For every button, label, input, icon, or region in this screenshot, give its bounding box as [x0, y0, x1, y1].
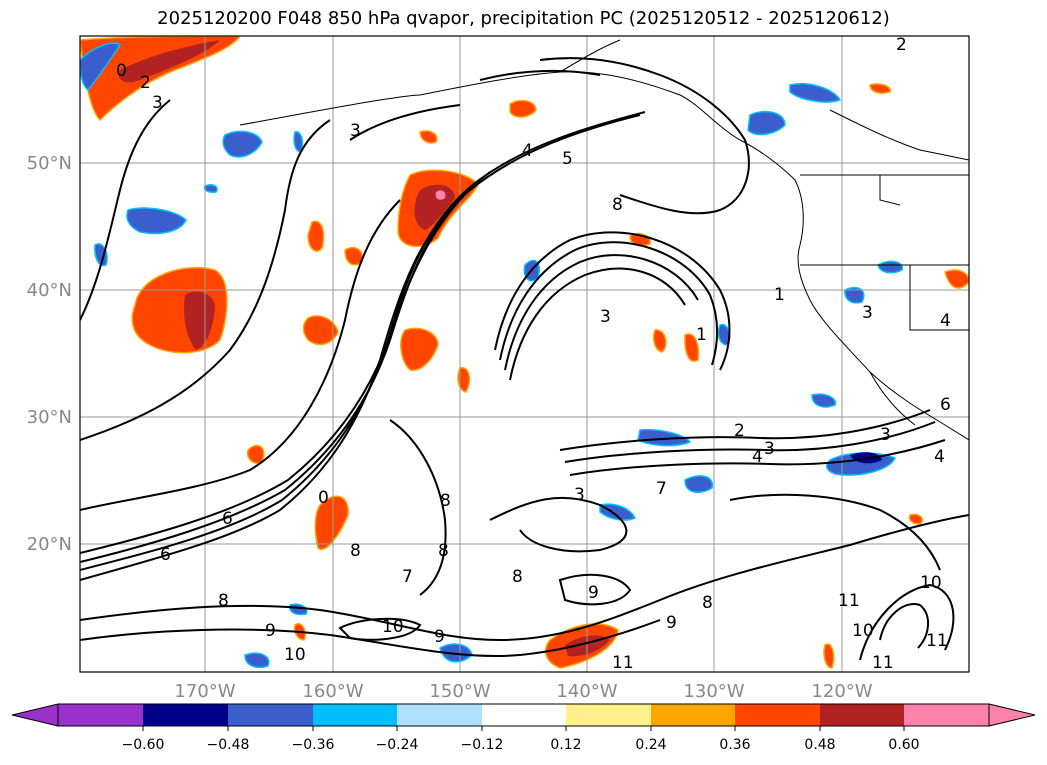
contour-label: 3 [880, 425, 891, 445]
contour-label: 11 [838, 591, 860, 611]
colorbar-segment [482, 704, 566, 726]
contour-label: 8 [218, 591, 229, 611]
lon-label-160w: 160°W [302, 681, 363, 702]
contour-label: 3 [152, 93, 163, 113]
contour-label: 3 [862, 303, 873, 323]
lon-label-140w: 140°W [556, 681, 617, 702]
contour-label: 2 [734, 421, 745, 441]
contour-label: 5 [562, 149, 573, 169]
contour-label: 11 [926, 631, 948, 651]
lon-label-170w: 170°W [174, 681, 235, 702]
colorbar-tick-label: 0.36 [719, 737, 750, 753]
colorbar-segment [735, 704, 820, 726]
colorbar-segment [228, 704, 313, 726]
contour-label: 3 [600, 307, 611, 327]
colorbar-segment [566, 704, 651, 726]
map-panel: 0 2 3 3 4 5 8 3 1 1 2 3 4 7 3 6 6 0 8 8 … [80, 35, 969, 673]
lon-label-120w: 120°W [811, 681, 872, 702]
lon-label-130w: 130°W [683, 681, 744, 702]
contour-label: 4 [752, 447, 763, 467]
colorbar-tick-label: −0.12 [461, 737, 504, 753]
colorbar-tick-label: 0.12 [550, 737, 581, 753]
colorbar-segment [397, 704, 482, 726]
colorbar-extend-high [988, 703, 1036, 727]
colorbar-extend-low [11, 703, 59, 727]
contour-label: 6 [222, 509, 233, 529]
contour-label: 8 [440, 491, 451, 511]
contour-label: 1 [696, 325, 707, 345]
colorbar-tick-label: −0.24 [376, 737, 419, 753]
contour-label: 4 [934, 447, 945, 467]
contour-label: 0 [116, 61, 127, 81]
graticule [80, 36, 969, 672]
contour-label: 10 [382, 617, 404, 637]
contour-label: 7 [656, 479, 667, 499]
map-frame [79, 35, 970, 673]
colorbar-tick-label: 0.60 [888, 737, 919, 753]
contour-label: 8 [612, 195, 623, 215]
colorbar-tick-label: −0.36 [292, 737, 335, 753]
contour-label: 11 [612, 653, 634, 673]
lat-label-20n: 20°N [27, 534, 72, 555]
contour-label: 8 [702, 593, 713, 613]
contour-label: 3 [574, 485, 585, 505]
contour-label: 3 [764, 439, 775, 459]
lat-label-40n: 40°N [27, 280, 72, 301]
qvapor-contours [80, 57, 969, 661]
contour-label: 2 [140, 73, 151, 93]
page-title: 2025120200 F048 850 hPa qvapor, precipit… [157, 8, 890, 29]
contour-label: 8 [438, 541, 449, 561]
colorbar-segment [58, 704, 143, 726]
contour-label: 4 [522, 141, 533, 161]
colorbar-tick-label: −0.60 [122, 737, 165, 753]
contour-label: 6 [160, 545, 171, 565]
contour-label: 9 [265, 621, 276, 641]
colorbar: −0.60 −0.48 −0.36 −0.24 −0.12 0.12 0.24 … [11, 703, 1036, 753]
colorbar-tick-label: 0.24 [635, 737, 666, 753]
contour-label: 1 [774, 285, 785, 305]
contour-label: 10 [852, 621, 874, 641]
contour-label: 8 [512, 567, 523, 587]
contour-label-group: 0 2 3 3 4 5 8 3 1 1 2 3 4 7 3 6 6 0 8 8 … [116, 35, 951, 673]
colorbar-segment [820, 704, 904, 726]
lat-label-50n: 50°N [27, 153, 72, 174]
colorbar-segment [651, 704, 735, 726]
colorbar-segment [313, 704, 397, 726]
contour-label: 3 [350, 121, 361, 141]
contour-label: 9 [588, 583, 599, 603]
contour-label: 6 [940, 395, 951, 415]
contour-label: 10 [284, 645, 306, 665]
colorbar-segment [143, 704, 228, 726]
lat-label-30n: 30°N [27, 407, 72, 428]
contour-label: 2 [896, 35, 907, 55]
contour-label: 9 [434, 627, 445, 647]
colorbar-frame [57, 703, 990, 727]
contour-label: 4 [940, 311, 951, 331]
contour-label: 0 [318, 488, 329, 508]
colorbar-tick-label: −0.48 [207, 737, 250, 753]
contour-label: 9 [666, 613, 677, 633]
contour-label: 8 [350, 541, 361, 561]
lon-label-150w: 150°W [429, 681, 490, 702]
contour-label: 11 [872, 653, 894, 673]
colorbar-tick-label: 0.48 [804, 737, 835, 753]
contour-label: 10 [920, 573, 942, 593]
colorbar-segment [904, 704, 989, 726]
contour-label: 7 [402, 567, 413, 587]
